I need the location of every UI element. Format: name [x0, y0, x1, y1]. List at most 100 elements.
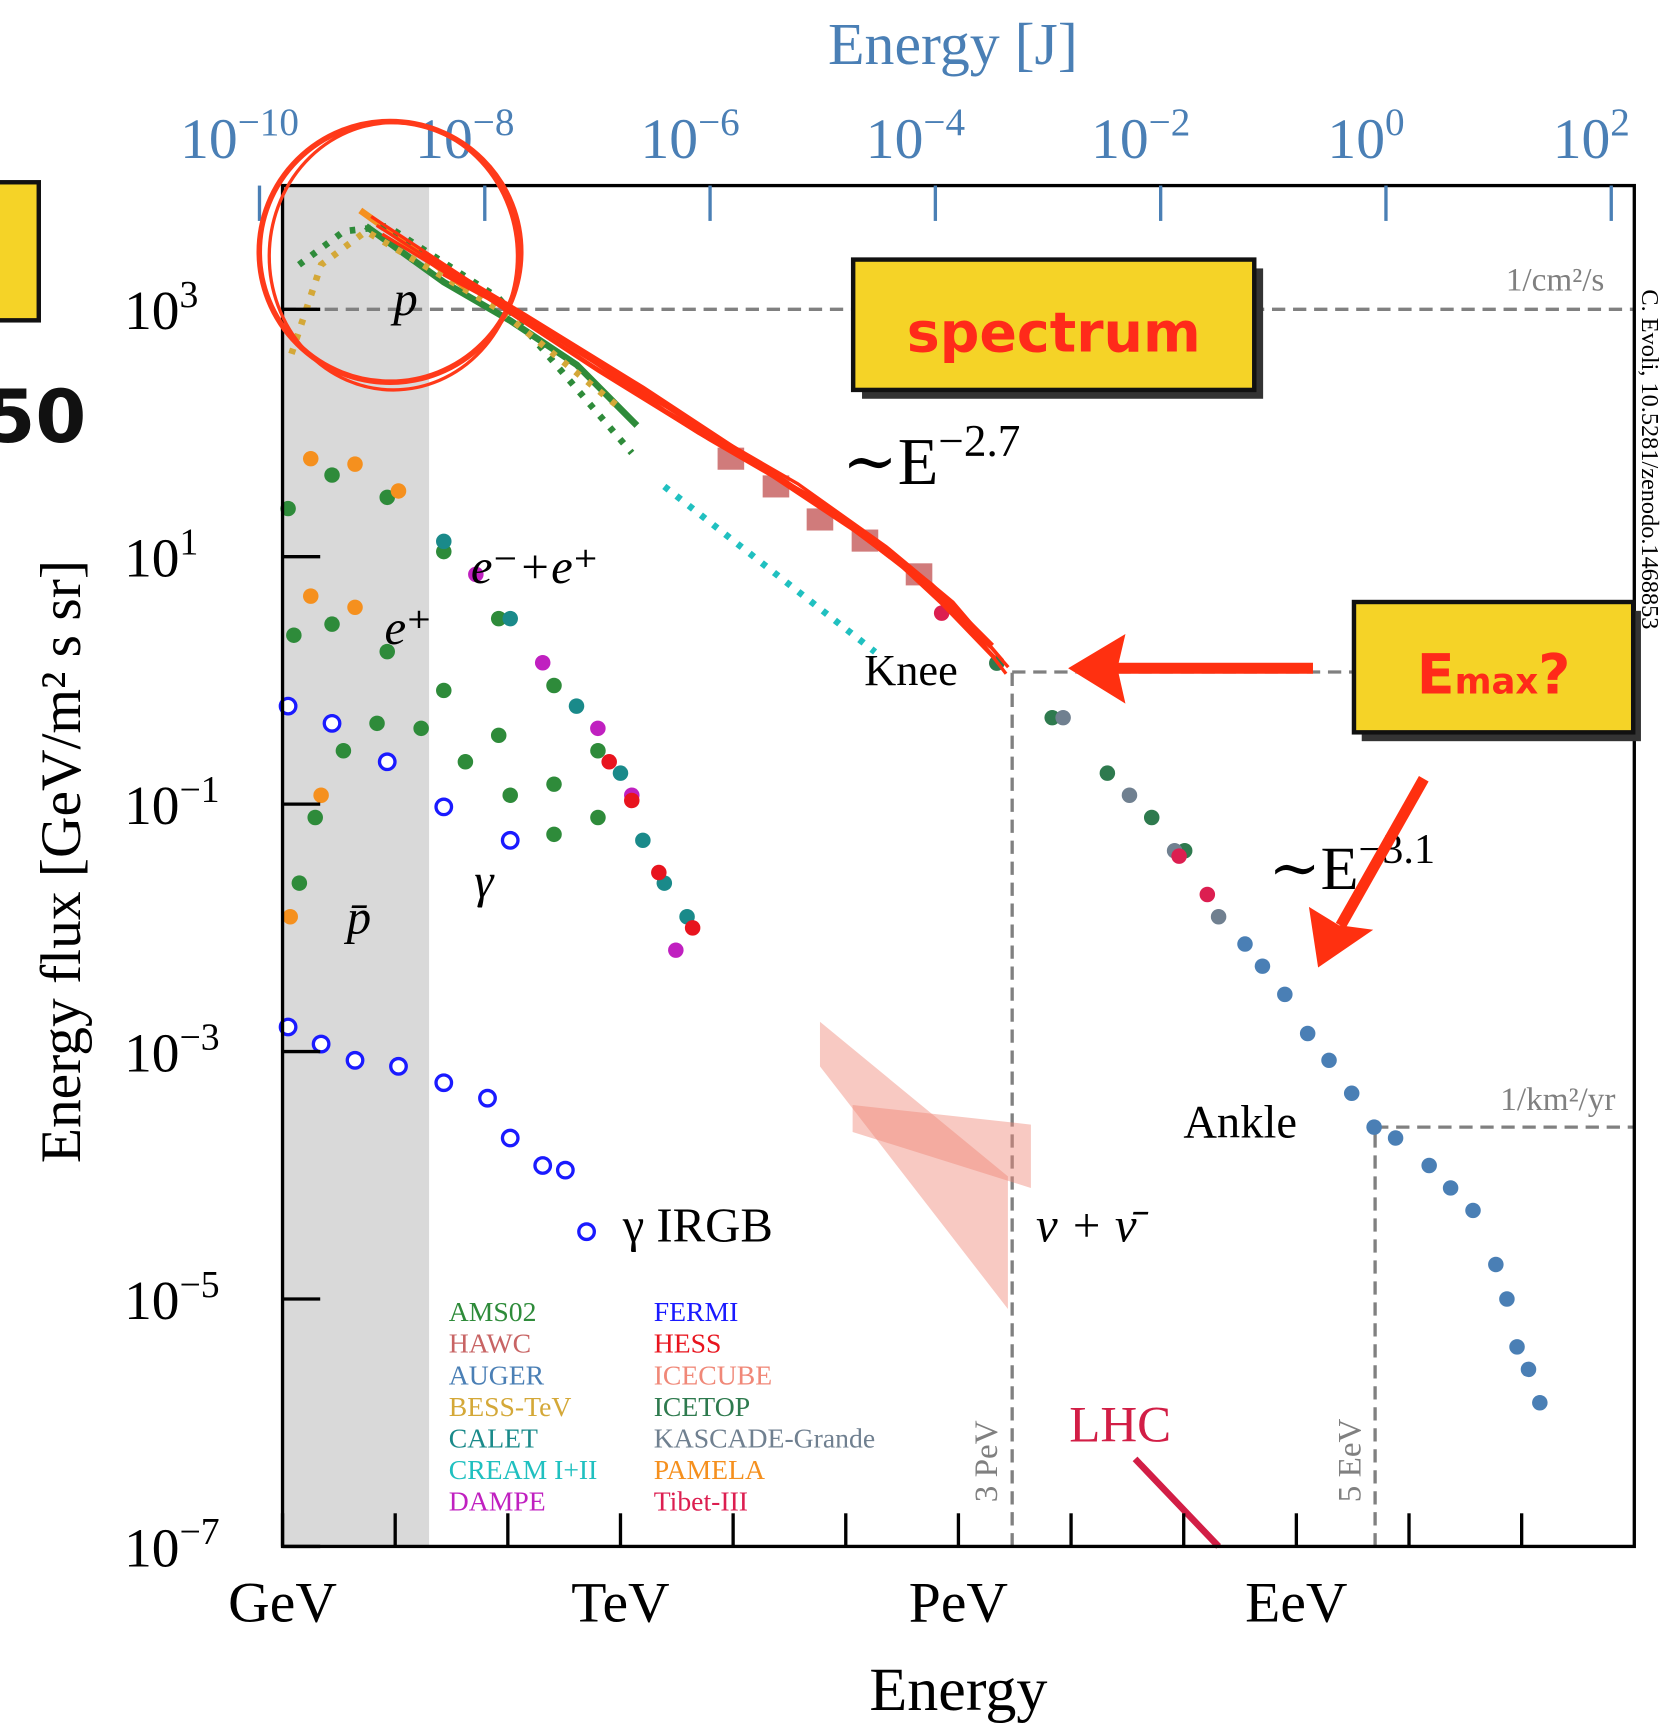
data-point [390, 483, 407, 499]
annotation-text: γ IRGB [622, 1199, 773, 1253]
x-tick-label: GeV [228, 1572, 337, 1635]
y-tick-label: 101 [124, 522, 198, 589]
data-point [502, 787, 518, 803]
annotation: p [390, 272, 417, 326]
legend-entry: Tibet-III [654, 1486, 748, 1517]
legend-entry: KASCADE-Grande [654, 1422, 875, 1453]
legend-entry: CREAM I+II [449, 1454, 598, 1485]
annotation: γ IRGB [622, 1199, 773, 1253]
data-point [534, 655, 551, 671]
data-point [1499, 1291, 1515, 1307]
data-point [324, 467, 340, 483]
annotation: ∼E−2.7 [842, 416, 1020, 499]
annotation-text: Knee [864, 646, 958, 695]
x2-tick-label: 10−6 [640, 101, 739, 171]
data-point [590, 743, 606, 759]
annotation-text: p [390, 272, 417, 326]
data-point [347, 599, 363, 616]
label-box [850, 257, 1257, 393]
data-point [282, 909, 298, 925]
x-tick-label: PeV [909, 1572, 1008, 1635]
annotation-overlay: 50 spectrum Emax? [0, 118, 1641, 968]
credit: C. Evoli, 10.5281/zenodo.1468853 [1636, 289, 1662, 629]
data-point [1143, 809, 1160, 826]
data-point [612, 765, 629, 781]
arrow-shaft [1335, 776, 1429, 929]
annotation-text: γ [474, 854, 495, 908]
data-point [624, 792, 640, 809]
data-point [1532, 1395, 1548, 1411]
label-box [1351, 599, 1636, 735]
data-point [434, 1073, 454, 1093]
y-axis-title: Energy flux [GeV/m² s sr] [30, 560, 93, 1163]
data-point [533, 1156, 553, 1175]
data-point [590, 720, 606, 737]
data-point [1509, 1339, 1525, 1355]
annotation-text: ∼E [1269, 835, 1359, 903]
legend-entry: AMS02 [449, 1296, 537, 1327]
data-point [1210, 909, 1227, 925]
annotation-text: ∼E [842, 426, 938, 499]
data-point [1171, 848, 1187, 864]
y-tick-label: 10−3 [124, 1016, 219, 1083]
annotation-text: e⁺ [384, 601, 431, 655]
data-point [1044, 709, 1060, 726]
x2-tick-label: 10−2 [1091, 101, 1190, 171]
legend-entry: ICETOP [654, 1391, 750, 1422]
data-point [668, 942, 684, 958]
data-point [1277, 986, 1293, 1003]
data-point [322, 713, 342, 733]
data-point [1488, 1256, 1504, 1273]
spectrum-line [363, 223, 640, 428]
data-point [1299, 1025, 1316, 1042]
x2-tick-label: 100 [1327, 101, 1404, 171]
annotation-text: LHC [1069, 1398, 1171, 1454]
data-point [546, 677, 562, 694]
data-point [307, 809, 323, 826]
annotation-sup: −2.7 [938, 416, 1020, 466]
data-point [478, 1088, 497, 1108]
x2-tick-label: 102 [1553, 101, 1630, 171]
data-point [546, 776, 562, 792]
data-point [500, 1128, 520, 1148]
data-point [1199, 886, 1216, 903]
data-point [651, 864, 667, 881]
data-point [555, 1160, 575, 1180]
legend-entry: DAMPE [449, 1486, 546, 1517]
data-point [377, 752, 397, 772]
y-tick-label: 10−5 [124, 1264, 219, 1331]
arrow-head [1068, 633, 1126, 704]
legend-entry: CALET [449, 1422, 538, 1453]
data-point [1254, 958, 1271, 974]
data-point [278, 1017, 298, 1037]
annotation: LHC [1069, 1398, 1171, 1454]
cut-off-text: 50 [0, 375, 86, 460]
reference-label: 1/cm²/s [1506, 262, 1605, 299]
data-point [278, 696, 298, 716]
data-point [379, 643, 395, 660]
box-label-tail: ? [1538, 644, 1570, 708]
spectrum-line [1132, 1456, 1221, 1549]
annotation: ν + ν̄ [1036, 1199, 1149, 1253]
annotation-text: e⁻+e⁺ [471, 540, 599, 594]
data-point [347, 456, 363, 472]
legend-entry: HAWC [449, 1328, 531, 1359]
data-point [1387, 1130, 1404, 1146]
annotation: p̄ [344, 890, 371, 944]
data-point [434, 797, 454, 817]
data-point [684, 920, 701, 936]
box-label-main: E [1417, 644, 1455, 708]
data-point [1099, 765, 1116, 781]
data-point [568, 698, 585, 714]
legend-entry: HESS [654, 1328, 722, 1359]
data-point [546, 826, 562, 843]
data-point [577, 1222, 596, 1242]
data-point [635, 832, 651, 849]
annotation: γ [474, 854, 495, 908]
data-point [1366, 1119, 1382, 1135]
x2-tick-label: 10−10 [180, 101, 299, 171]
data-point [286, 627, 302, 643]
data-point [601, 754, 617, 770]
